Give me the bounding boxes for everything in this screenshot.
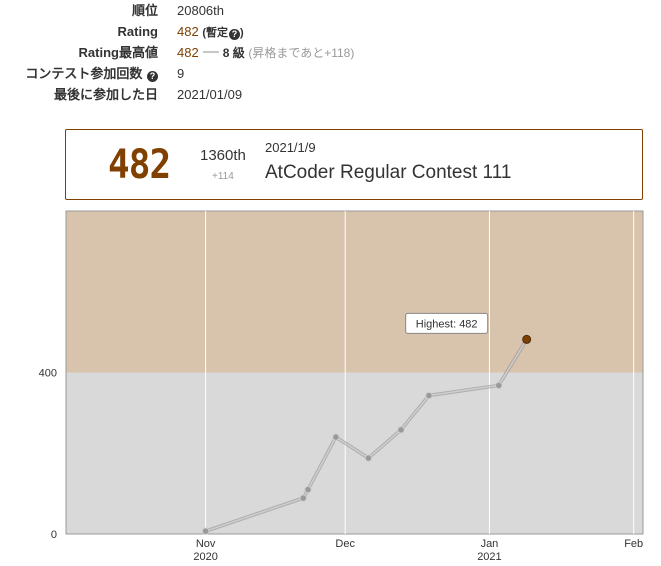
contests-label: コンテスト参加回数 ? — [25, 63, 158, 85]
rating-point — [397, 426, 405, 434]
rating-row: Rating 482 (暫定?) — [0, 21, 661, 43]
x-tick-label: Jan — [481, 538, 499, 550]
x-tick-label: Dec — [335, 538, 355, 550]
promotion-note: (昇格まであと+118) — [248, 46, 355, 60]
highest-grade: 8 級 — [222, 46, 245, 60]
latest-date: 2021/1/9 — [265, 140, 316, 155]
separator-dash — [202, 51, 219, 53]
last-value: 2021/01/09 — [177, 87, 243, 102]
rating-point — [299, 494, 308, 502]
latest-diff: +114 — [212, 171, 234, 182]
help-icon[interactable]: ? — [147, 71, 158, 82]
latest-place: 1360th — [200, 147, 246, 164]
contests-value: 9 — [177, 66, 185, 81]
y-tick-label: 400 — [39, 368, 57, 380]
x-tick-sublabel: 2020 — [193, 551, 217, 563]
help-icon[interactable]: ? — [229, 29, 240, 40]
rank-row: 順位 20806th — [0, 0, 661, 22]
x-tick-sublabel: 2021 — [477, 551, 501, 563]
rating-point — [201, 527, 210, 535]
last-row: 最後に参加した日 2021/01/09 — [0, 84, 661, 106]
highest-value-group: 482 8 級 (昇格まであと+118) — [177, 42, 354, 64]
rating-value: 482 — [177, 24, 199, 39]
rating-point — [495, 381, 503, 390]
last-label: 最後に参加した日 — [53, 87, 158, 102]
provisional-label: (暫定?) — [202, 27, 244, 40]
highest-tooltip-text: Highest: 482 — [416, 318, 478, 330]
rank-label: 順位 — [131, 3, 158, 18]
x-tick-label: Feb — [624, 538, 643, 550]
latest-contest-name[interactable]: AtCoder Regular Contest 111 — [265, 162, 512, 183]
highest-value: 482 — [177, 45, 199, 60]
highest-row: Rating最高値 482 8 級 (昇格まであと+118) — [0, 42, 661, 64]
highest-label: Rating最高値 — [78, 45, 158, 60]
contests-row: コンテスト参加回数 ? 9 — [0, 63, 661, 85]
latest-contest-card: 482 1360th +114 2021/1/9 AtCoder Regular… — [65, 129, 643, 200]
rating-point — [425, 391, 433, 400]
rating-band-1 — [66, 211, 643, 373]
highest-tooltip-box — [405, 312, 489, 334]
rating-point — [332, 433, 340, 441]
rating-point — [364, 454, 373, 462]
y-tick-label: 0 — [51, 529, 57, 541]
rating-chart: Nov 2020 Dec Jan 2021 Feb 0 400 Highest: 482 — [0, 205, 661, 566]
latest-rating: 482 — [108, 142, 171, 188]
x-tick-label: Nov — [196, 538, 216, 550]
rating-label: Rating — [117, 24, 158, 39]
rating-value-group: 482 (暫定?) — [177, 21, 244, 44]
rank-value: 20806th — [177, 3, 224, 18]
rating-band-0 — [66, 372, 643, 534]
plot-frame — [65, 210, 644, 535]
rating-point — [304, 485, 312, 494]
rating-point — [522, 334, 532, 344]
